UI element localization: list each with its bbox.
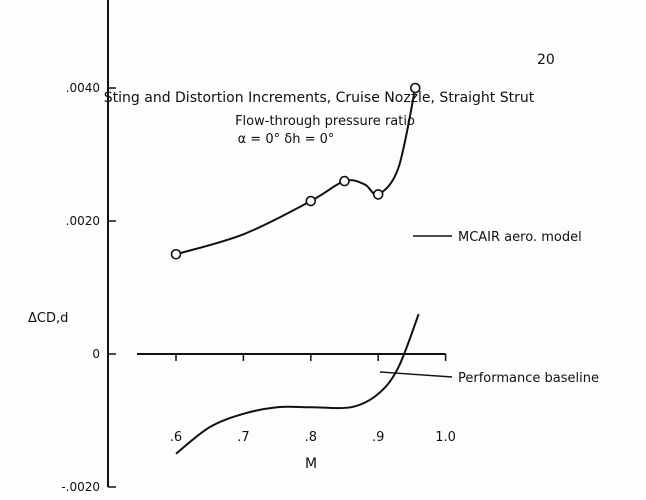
page-number: 20 bbox=[537, 52, 555, 68]
chart-conditions: α = 0° δh = 0° bbox=[238, 132, 335, 147]
legend-layer: MCAIR aero. model Performance baseline bbox=[379, 230, 599, 386]
data-point bbox=[305, 195, 317, 207]
data-point bbox=[409, 82, 421, 94]
data-point bbox=[339, 175, 350, 187]
x-axis-label: M bbox=[305, 456, 317, 472]
series-label: Performance baseline bbox=[458, 371, 599, 386]
series-label: MCAIR aero. model bbox=[458, 230, 582, 245]
chart-subtitle: Flow-through pressure ratio bbox=[235, 114, 415, 129]
series-line bbox=[175, 313, 420, 455]
series-layer bbox=[170, 82, 421, 455]
data-point bbox=[170, 248, 182, 260]
x-tick-label: .9 bbox=[372, 430, 384, 445]
data-point bbox=[372, 189, 384, 200]
axes bbox=[107, 0, 446, 487]
y-tick-label: -.0020 bbox=[61, 480, 100, 494]
x-tick-label: .6 bbox=[170, 430, 182, 445]
y-tick-label: 0 bbox=[92, 347, 100, 361]
y-tick-label: .0040 bbox=[66, 81, 100, 95]
x-tick-label: 1.0 bbox=[435, 430, 456, 445]
leader-line bbox=[379, 371, 453, 378]
y-axis-label: ΔCD,d bbox=[28, 311, 68, 326]
chart-title: Sting and Distortion Increments, Cruise … bbox=[104, 90, 535, 106]
x-tick-label: .7 bbox=[237, 430, 249, 445]
series-line bbox=[175, 87, 417, 256]
x-tick-label: .8 bbox=[305, 430, 317, 445]
y-tick-label: .0020 bbox=[66, 214, 100, 228]
